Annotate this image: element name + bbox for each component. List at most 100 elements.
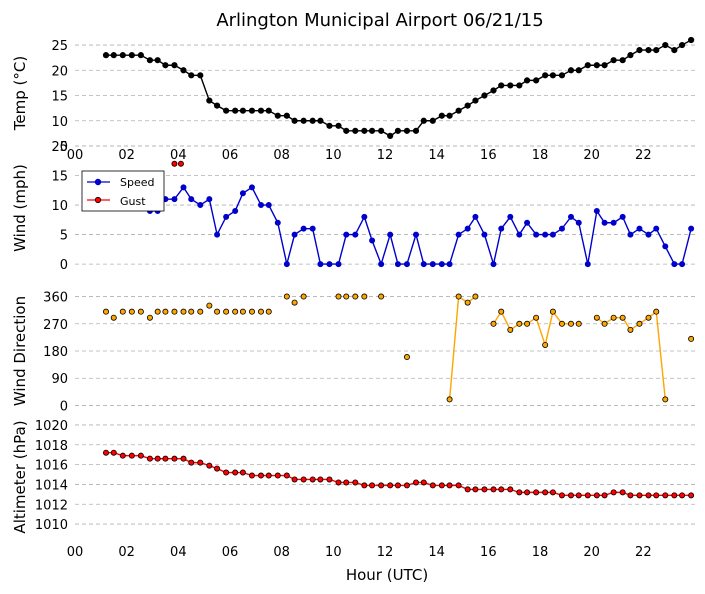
speed-point xyxy=(412,231,419,238)
temp-point xyxy=(274,112,281,119)
temp-point xyxy=(671,46,678,54)
temp-point xyxy=(429,117,436,124)
altimeter-point xyxy=(291,476,298,483)
temp-point xyxy=(361,127,368,134)
direction-point xyxy=(645,314,652,321)
speed-point xyxy=(636,225,643,232)
altimeter-point xyxy=(146,455,153,462)
direction-point xyxy=(110,314,117,321)
temp-point xyxy=(213,102,221,109)
temp-point xyxy=(516,82,523,89)
direction-point xyxy=(593,314,600,321)
speed-point xyxy=(214,231,221,238)
x-tick-label: 06 xyxy=(222,148,239,163)
speed-point xyxy=(464,225,471,232)
direction-point xyxy=(335,293,342,300)
altimeter-point xyxy=(446,482,453,489)
temp-point xyxy=(593,62,600,69)
altimeter-point xyxy=(653,492,660,499)
temp-point xyxy=(343,127,350,134)
direction-point xyxy=(549,308,556,315)
temp-point xyxy=(180,67,187,74)
x-tick-label: 22 xyxy=(635,148,652,163)
speed-point xyxy=(403,261,410,268)
speed-point xyxy=(558,225,565,232)
y-tick-label: 20 xyxy=(51,140,68,155)
panel-wind: 0 5 10 15 20 Wind (mph) 00 02 04 06 08 10 12 14 16 18 20… xyxy=(11,140,695,273)
altimeter-point xyxy=(645,492,652,499)
y-tick-label: 1018 xyxy=(35,439,68,454)
altimeter-point xyxy=(137,452,144,459)
temp-point xyxy=(533,77,540,84)
altimeter-point xyxy=(361,482,368,489)
temp-point xyxy=(162,62,169,69)
altimeter-point xyxy=(464,486,471,493)
direction-point xyxy=(498,308,505,315)
direction-point xyxy=(171,308,178,315)
altimeter-point xyxy=(110,449,117,456)
temp-point xyxy=(119,52,126,59)
speed-point xyxy=(274,219,281,226)
temp-point xyxy=(300,117,307,124)
y-tick-label: 5 xyxy=(60,140,68,155)
temp-point xyxy=(403,127,411,134)
temp-point xyxy=(438,112,445,119)
temp-point xyxy=(412,127,420,134)
temp-point xyxy=(146,57,154,64)
altimeter-point xyxy=(420,479,427,486)
altimeter-point xyxy=(558,492,565,499)
y-tick-label: 360 xyxy=(43,291,68,306)
speed-point xyxy=(549,231,556,238)
speed-point xyxy=(326,261,333,268)
altimeter-point xyxy=(128,452,135,459)
speed-point xyxy=(223,213,230,220)
speed-point xyxy=(472,213,479,220)
direction-point xyxy=(291,299,298,306)
temp-line xyxy=(106,39,692,137)
direction-point xyxy=(516,320,523,327)
speed-point xyxy=(257,202,264,209)
temp-point xyxy=(636,46,643,54)
temp-point xyxy=(223,107,230,114)
direction-point xyxy=(352,293,359,300)
x-tick-label: 22 xyxy=(635,545,652,560)
speed-point xyxy=(662,243,669,250)
temp-point xyxy=(128,52,135,59)
altimeter-point xyxy=(352,479,359,486)
legend: Speed Gust xyxy=(81,170,165,212)
direction-point xyxy=(619,314,626,321)
temp-point xyxy=(394,127,402,134)
direction-point xyxy=(403,354,410,361)
temp-point xyxy=(248,107,256,114)
direction-point xyxy=(524,320,531,327)
temp-point xyxy=(610,57,617,64)
y-tick-label: 10 xyxy=(51,199,68,214)
altimeter-point xyxy=(197,459,204,466)
temp-point xyxy=(309,117,316,124)
y-axis-label: Altimeter (hPa) xyxy=(11,420,29,533)
temp-point xyxy=(102,52,110,59)
direction-point xyxy=(103,308,110,315)
temp-point xyxy=(575,67,582,74)
speed-point xyxy=(446,261,453,268)
temp-point xyxy=(653,46,660,54)
direction-point xyxy=(343,293,350,300)
speed-point xyxy=(601,219,608,226)
y-tick-label: 20 xyxy=(51,64,68,79)
speed-point xyxy=(645,231,652,238)
temp-point xyxy=(490,87,497,94)
altimeter-point xyxy=(180,455,187,462)
chart-title: Arlington Municipal Airport 06/21/15 xyxy=(216,10,543,31)
speed-point xyxy=(688,225,695,232)
temp-point xyxy=(368,127,376,134)
temp-point xyxy=(257,107,265,114)
direction-point xyxy=(627,326,634,333)
x-tick-label: 20 xyxy=(583,148,600,163)
speed-point xyxy=(481,231,488,238)
x-tick-label: 18 xyxy=(532,148,549,163)
temp-point xyxy=(549,72,557,79)
temp-point xyxy=(420,117,427,124)
direction-point xyxy=(180,308,187,315)
temp-point xyxy=(464,102,471,109)
